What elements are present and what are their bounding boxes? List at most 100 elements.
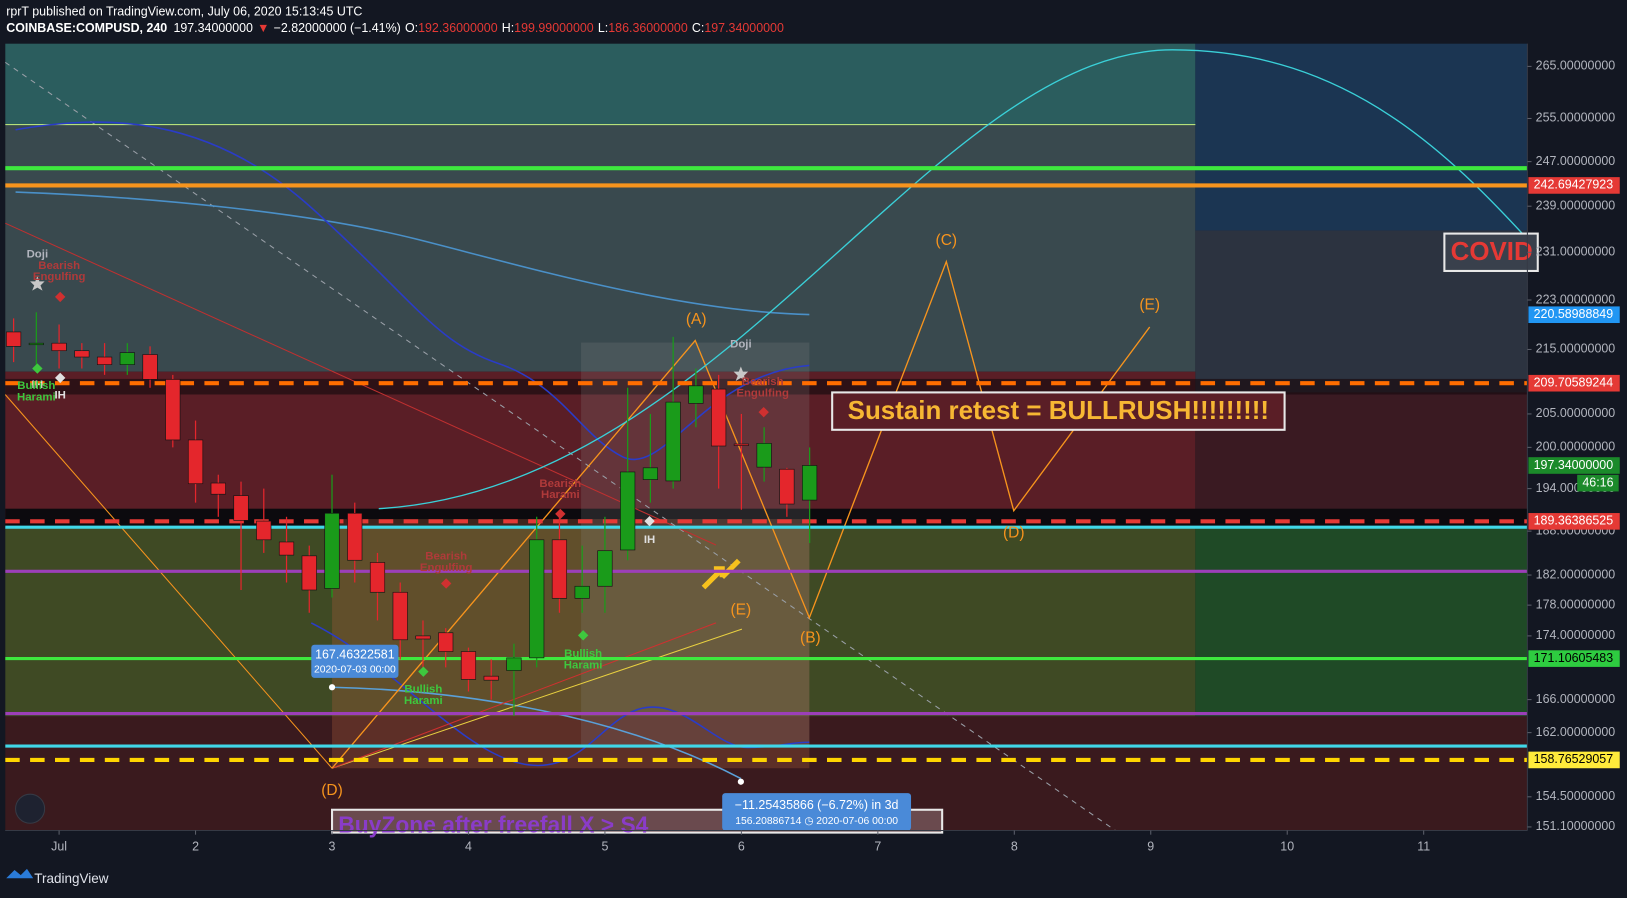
y-tick-label: 182.00000000 bbox=[1536, 567, 1616, 581]
x-tick-label: 9 bbox=[1147, 839, 1154, 853]
doji-icon bbox=[30, 276, 45, 291]
pattern-label: Bearish bbox=[742, 376, 784, 388]
y-tick-label: 223.00000000 bbox=[1536, 292, 1616, 306]
symbol-line: COINBASE:COMPUSD, 240 197.34000000 ▼ −2.820… bbox=[6, 21, 784, 35]
doji-icon bbox=[733, 366, 749, 382]
y-tick-label: 255.00000000 bbox=[1536, 111, 1616, 125]
candle-body bbox=[620, 471, 636, 551]
candle-body bbox=[210, 482, 226, 495]
y-tick-label: 162.00000000 bbox=[1536, 725, 1616, 739]
pattern-label: Bearish bbox=[425, 550, 467, 562]
candle-body bbox=[665, 401, 681, 482]
ohlc-value: 186.36000000 bbox=[608, 21, 688, 35]
candle-body bbox=[506, 657, 522, 671]
price-label: 197.34000000 bbox=[1534, 458, 1614, 472]
wave-label: (D) bbox=[1003, 525, 1025, 542]
candle-body bbox=[347, 512, 363, 561]
candle-body bbox=[96, 356, 113, 365]
x-tick-label: 6 bbox=[738, 839, 745, 853]
pattern-label: Bullish bbox=[564, 648, 602, 660]
ohlc-key: C: bbox=[692, 21, 704, 35]
note: Sustain retest = BULLRUSH!!!!!!!!! bbox=[848, 397, 1269, 425]
candle-body bbox=[438, 632, 454, 652]
pattern-label: Bearish bbox=[539, 478, 581, 490]
countdown: 46:16 bbox=[1582, 475, 1613, 489]
price-label: 171.10605483 bbox=[1534, 651, 1614, 665]
pattern-label: Engulfing bbox=[33, 271, 86, 283]
badge bbox=[15, 793, 46, 824]
pattern-label: Harami bbox=[541, 489, 580, 501]
measure-box bbox=[311, 644, 399, 678]
candle-body bbox=[165, 379, 181, 441]
y-tick-label: 200.00000000 bbox=[1536, 440, 1616, 454]
symbol: COINBASE:COMPUSD, 240 bbox=[6, 21, 167, 35]
byline: rprT published on TradingView.com, July … bbox=[6, 5, 362, 19]
candle-body bbox=[51, 342, 67, 352]
candle-body bbox=[142, 354, 158, 380]
trend-line bbox=[331, 622, 717, 769]
note: COVID bbox=[1451, 238, 1533, 266]
pattern-label: Bullish bbox=[404, 683, 442, 695]
zone bbox=[332, 519, 810, 769]
x-tick-label: 5 bbox=[601, 839, 608, 853]
candle-body bbox=[392, 591, 408, 641]
x-tick-label: 7 bbox=[874, 839, 881, 853]
price-label-bg bbox=[1528, 306, 1620, 324]
note: BuyZone after freefall X > S4 bbox=[338, 811, 648, 837]
wave-label: (B) bbox=[800, 630, 821, 647]
measure-point bbox=[328, 684, 336, 691]
pattern-label: Doji bbox=[730, 339, 752, 351]
pattern-label: Bearish bbox=[38, 260, 80, 272]
wave-label: (E) bbox=[1139, 296, 1160, 313]
pattern-label: Engulfing bbox=[420, 562, 473, 574]
ohlc-value: 192.36000000 bbox=[418, 21, 498, 35]
candle-body bbox=[733, 443, 749, 446]
y-tick-label: 231.00000000 bbox=[1536, 245, 1616, 259]
candle-body bbox=[551, 539, 568, 599]
ohlc-key: H: bbox=[502, 21, 514, 35]
candle-body bbox=[597, 550, 613, 587]
price-label: 158.76529057 bbox=[1534, 752, 1614, 766]
y-tick-label: 154.50000000 bbox=[1536, 789, 1616, 803]
pattern-label: IH bbox=[32, 379, 43, 391]
zone bbox=[1195, 527, 1528, 717]
y-tick-label: 265.00000000 bbox=[1536, 59, 1616, 73]
candle-body bbox=[460, 651, 477, 680]
candle-body bbox=[233, 495, 249, 521]
y-tick-label: 215.00000000 bbox=[1536, 342, 1616, 356]
wave-line bbox=[331, 259, 1151, 769]
pattern-label: IH bbox=[644, 534, 655, 546]
y-tick-label: 178.00000000 bbox=[1536, 597, 1616, 611]
zone bbox=[581, 342, 810, 748]
price-label-bg bbox=[1528, 177, 1620, 194]
note-box bbox=[1443, 232, 1539, 272]
x-tick-label: 3 bbox=[329, 839, 336, 853]
candle-body bbox=[301, 555, 317, 591]
candle-body bbox=[574, 585, 590, 599]
price-label: 189.36386525 bbox=[1534, 514, 1614, 528]
logo bbox=[6, 868, 34, 879]
price-label-bg bbox=[1528, 751, 1620, 769]
candle-body bbox=[278, 541, 295, 556]
zone bbox=[1195, 43, 1528, 231]
ma-line bbox=[15, 191, 810, 316]
ohlc-key: L: bbox=[598, 21, 608, 35]
price-label-bg bbox=[1528, 513, 1620, 530]
ohlc-value: 197.34000000 bbox=[704, 21, 784, 35]
measure-line bbox=[332, 686, 742, 780]
candle-body bbox=[415, 635, 431, 640]
x-tick-label: 10 bbox=[1280, 839, 1294, 853]
candle-body bbox=[324, 512, 340, 589]
cycle-curve bbox=[378, 49, 1528, 510]
pattern-icon bbox=[54, 372, 66, 384]
measure-date: 2020-07-03 00:00 bbox=[314, 664, 396, 675]
wave-label: (E) bbox=[731, 602, 752, 619]
wave-label: (A) bbox=[686, 311, 707, 328]
x-tick-label: 4 bbox=[465, 839, 472, 853]
zone bbox=[5, 124, 1196, 372]
measure-end: 156.20886714 ◷ 2020-07-06 00:00 bbox=[735, 816, 898, 827]
price-label: 209.70589244 bbox=[1534, 375, 1614, 389]
price-label-bg bbox=[1528, 374, 1620, 392]
trend-line bbox=[5, 61, 1116, 831]
